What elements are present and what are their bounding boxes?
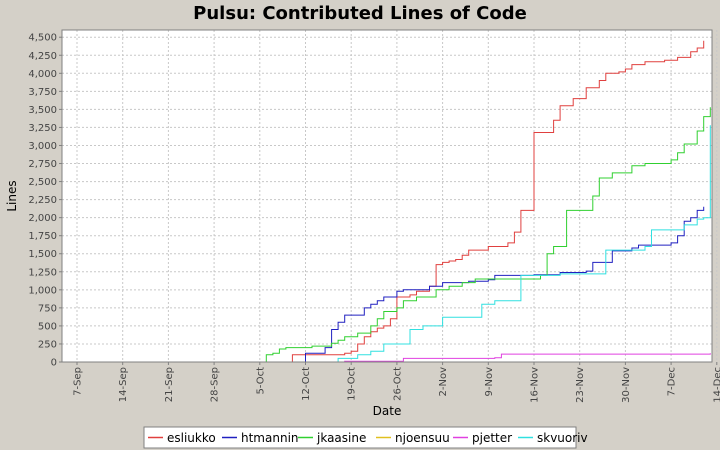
y-tick-label: 2,750: [28, 159, 57, 170]
x-tick-label: 14-Dec: [712, 367, 720, 403]
x-tick-label: 12-Oct: [301, 367, 312, 401]
plot-area: [62, 30, 712, 362]
y-tick-label: 2,250: [28, 195, 57, 206]
x-tick-label: 16-Nov: [530, 367, 541, 403]
legend-item-skvuoriv: skvuoriv: [537, 431, 588, 445]
legend-item-jkaasine: jkaasine: [316, 431, 366, 445]
legend-item-esliukko: esliukko: [167, 431, 216, 445]
series-line-htmannin: [305, 206, 705, 362]
y-tick-label: 4,500: [28, 33, 57, 44]
x-axis-label: Date: [373, 404, 402, 418]
y-tick-label: 1,250: [28, 267, 57, 278]
legend-item-njoensuu: njoensuu: [395, 431, 450, 445]
x-tick-label: 26-Oct: [392, 367, 403, 401]
x-tick-label: 7-Dec: [667, 367, 678, 396]
y-axis-label: Lines: [5, 180, 19, 211]
x-tick-label: 7-Sep: [73, 367, 84, 396]
y-tick-label: 1,500: [28, 249, 57, 260]
x-tick-label: 9-Nov: [484, 367, 495, 397]
legend-item-pjetter: pjetter: [472, 431, 512, 445]
y-tick-label: 2,000: [28, 213, 57, 224]
y-tick-label: 1,750: [28, 231, 57, 242]
y-tick-label: 1,000: [28, 285, 57, 296]
y-tick-label: 3,750: [28, 87, 57, 98]
x-tick-label: 23-Nov: [575, 367, 586, 403]
y-tick-label: 2,500: [28, 177, 57, 188]
x-axis: 7-Sep 14-Sep 21-Sep 28-Sep 5-Oct 12-Oct 19-Oct…: [73, 362, 720, 403]
legend: esliukko htmannin jkaasine njoensuu pjetter s…: [143, 426, 588, 449]
series-line-esliukko: [291, 40, 705, 362]
series-line-pjetter: [331, 353, 711, 363]
y-tick-label: 3,000: [28, 141, 57, 152]
plot-border: [61, 29, 713, 363]
chart-title: Pulsu: Contributed Lines of Code: [193, 3, 527, 24]
x-tick-label: 2-Nov: [438, 367, 449, 397]
x-tick-label: 5-Oct: [255, 367, 266, 395]
series-line-skvuoriv: [325, 125, 711, 363]
x-tick-label: 14-Sep: [118, 367, 129, 402]
series-line-jkaasine: [77, 107, 711, 363]
y-tick-label: 750: [38, 303, 57, 314]
x-tick-label: 19-Oct: [347, 367, 358, 401]
y-tick-label: 4,000: [28, 69, 57, 80]
y-tick-label: 500: [38, 321, 57, 332]
x-tick-label: 30-Nov: [621, 367, 632, 403]
y-tick-label: 250: [38, 339, 57, 350]
y-tick-label: 3,500: [28, 105, 57, 116]
y-axis: 0 250 500 750 1,000 1,250 1,500 1,750 2,000 2,250…: [28, 33, 62, 369]
y-tick-label: 0: [51, 358, 57, 369]
legend-box: [143, 426, 577, 449]
legend-item-htmannin: htmannin: [241, 431, 299, 445]
x-tick-label: 28-Sep: [210, 367, 221, 402]
y-tick-label: 4,250: [28, 51, 57, 62]
x-tick-label: 21-Sep: [164, 367, 175, 402]
y-tick-label: 3,250: [28, 123, 57, 134]
grid: [62, 30, 718, 362]
